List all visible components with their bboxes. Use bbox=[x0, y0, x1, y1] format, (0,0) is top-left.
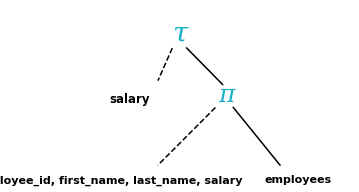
Text: τ: τ bbox=[172, 21, 187, 48]
Text: employees: employees bbox=[265, 175, 331, 185]
Text: employee_id, first_name, last_name, salary: employee_id, first_name, last_name, sala… bbox=[0, 175, 242, 186]
Text: π: π bbox=[218, 84, 234, 108]
Text: salary: salary bbox=[109, 93, 149, 106]
